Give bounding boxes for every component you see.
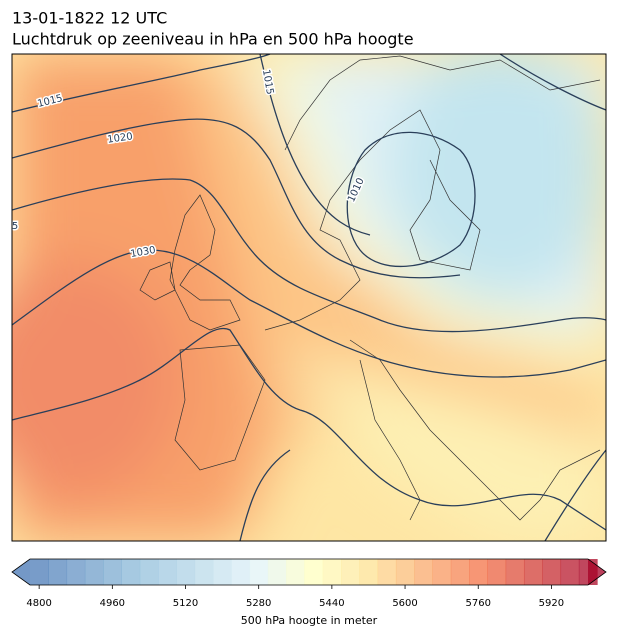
colorbar-band bbox=[30, 559, 49, 585]
colorbar-band bbox=[322, 559, 342, 585]
colorbar-extend-high bbox=[588, 559, 606, 585]
colorbar-band bbox=[523, 559, 543, 585]
isobars bbox=[12, 54, 606, 541]
map-frame bbox=[11, 53, 607, 542]
colorbar-tick-label: 5920 bbox=[539, 598, 564, 609]
colorbar-band bbox=[286, 559, 305, 585]
colorbar-band bbox=[212, 559, 232, 585]
isobar-label: 5 bbox=[12, 221, 18, 232]
colorbar-band bbox=[231, 559, 251, 585]
colorbar-band bbox=[176, 559, 196, 585]
colorbar-band bbox=[121, 559, 141, 585]
colorbar-tick-label: 4960 bbox=[100, 598, 125, 609]
colorbar-extend-low bbox=[12, 559, 30, 585]
colorbar-band bbox=[414, 559, 433, 585]
colorbar-band bbox=[487, 559, 507, 585]
colorbar-band bbox=[158, 559, 177, 585]
colorbar-label: 500 hPa hoogte in meter bbox=[241, 614, 378, 627]
colorbar-band bbox=[48, 559, 68, 585]
colorbar-outline bbox=[11, 558, 607, 586]
colorbar-band bbox=[560, 559, 580, 585]
colorbar-tick-label: 5600 bbox=[392, 598, 417, 609]
colorbar-band bbox=[505, 559, 525, 585]
colorbar-tick-label: 5280 bbox=[246, 598, 271, 609]
colorbar-band bbox=[542, 559, 562, 585]
colorbar-band bbox=[395, 559, 415, 585]
colorbar-band bbox=[66, 559, 86, 585]
colorbar-band bbox=[469, 559, 488, 585]
colorbar-band bbox=[194, 559, 214, 585]
colorbar-tick-label: 5440 bbox=[319, 598, 344, 609]
colorbar-band bbox=[84, 559, 104, 585]
colorbar-band bbox=[103, 559, 122, 585]
colorbar-band bbox=[267, 559, 287, 585]
subtitle: Luchtdruk op zeeniveau in hPa en 500 hPa… bbox=[12, 30, 414, 49]
colorbar-band bbox=[450, 559, 470, 585]
colorbar-band bbox=[432, 559, 452, 585]
colorbar-band bbox=[359, 559, 379, 585]
colorbar-band bbox=[341, 559, 360, 585]
colorbar-band bbox=[304, 559, 324, 585]
colorbar-tick-label: 5760 bbox=[466, 598, 491, 609]
coastlines bbox=[139, 55, 601, 521]
colorbar-band bbox=[139, 559, 159, 585]
colorbar-tick-label: 4800 bbox=[26, 598, 51, 609]
colorbar-tick-label: 5120 bbox=[173, 598, 198, 609]
colorbar: 4800 4960 5120 5280 5440 5600 5760 5920 500 hPa … bbox=[11, 558, 607, 627]
title: 13-01-1822 12 UTC bbox=[12, 9, 167, 28]
isobar-label: 1020 bbox=[107, 131, 134, 145]
colorbar-band bbox=[249, 559, 269, 585]
colorbar-band bbox=[377, 559, 397, 585]
